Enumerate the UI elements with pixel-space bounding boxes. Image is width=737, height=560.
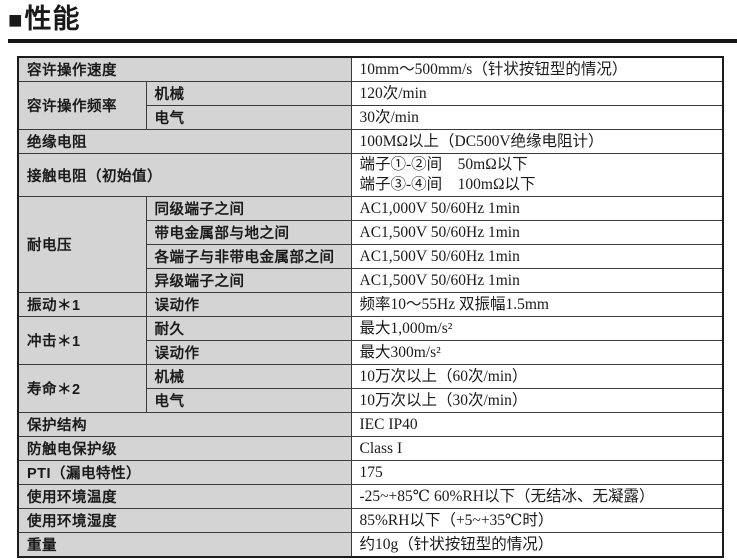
spec-value: 频率10～55Hz 双振幅1.5mm xyxy=(350,292,724,317)
page-title: 性能 xyxy=(24,4,81,34)
spec-sublabel: 误动作 xyxy=(145,340,352,365)
table-row: 接触电阻（初始值） 端子①-②间 50mΩ以下 端子③-④间 100mΩ以下 xyxy=(17,153,724,197)
spec-value: 10mm～500mm/s（针状按钮型的情况） xyxy=(350,56,724,82)
table-row: 重量 约10g（针状按钮型的情况） xyxy=(17,532,724,558)
spec-value: 120次/min xyxy=(350,81,724,106)
table-row: 防触电保护级 Class I xyxy=(17,436,724,461)
table-row: 各端子与非带电金属部之间 AC1,500V 50/60Hz 1min xyxy=(18,244,724,269)
spec-value: AC1,500V 50/60Hz 1min xyxy=(350,244,724,269)
spec-table-body: 容许操作速度 10mm～500mm/s（针状按钮型的情况） 容许操作频率 机械 120次… xyxy=(17,56,724,558)
spec-label: 重量 xyxy=(17,532,352,558)
spec-sublabel: 带电金属部与地之间 xyxy=(145,220,352,245)
table-row: PTI（漏电特性） 175 xyxy=(17,460,724,485)
table-row: 容许操作速度 10mm～500mm/s（针状按钮型的情况） xyxy=(17,56,724,82)
spec-label: 冲击＊1 xyxy=(17,316,147,365)
spec-value: -25~+85℃ 60%RH以下（无结冰、无凝露） xyxy=(350,484,724,509)
spec-value: 最大1,000m/s² xyxy=(350,316,724,341)
table-row: 耐电压 同级端子之间 AC1,000V 50/60Hz 1min xyxy=(17,196,724,293)
spec-sublabel: 机械 xyxy=(145,81,352,106)
spec-label: 寿命＊2 xyxy=(17,364,147,413)
table-row: 使用环境温度 -25~+85℃ 60%RH以下（无结冰、无凝露） xyxy=(17,484,724,509)
table-row: 电气 30次/min xyxy=(18,105,724,130)
spec-value: 175 xyxy=(350,460,724,485)
spec-value: AC1,000V 50/60Hz 1min xyxy=(350,196,724,221)
spec-label: 使用环境温度 xyxy=(17,484,352,509)
table-row: 使用环境湿度 85%RH以下（+5~+35℃时） xyxy=(17,508,724,533)
spec-value: 10万次以上（30次/min） xyxy=(350,388,724,413)
spec-value: IEC IP40 xyxy=(350,412,724,437)
spec-sublabel: 误动作 xyxy=(145,292,352,317)
section-header: ■性能 xyxy=(8,4,737,36)
spec-value: 30次/min xyxy=(350,105,724,130)
spec-label: 耐电压 xyxy=(17,196,147,293)
spec-value: 最大300m/s² xyxy=(350,340,724,365)
spec-value: 100MΩ以上（DC500V绝缘电阻计） xyxy=(350,129,724,154)
performance-spec-table: 容许操作速度 10mm～500mm/s（针状按钮型的情况） 容许操作频率 机械 120次… xyxy=(17,56,724,558)
table-row: 振动＊1 误动作 频率10～55Hz 双振幅1.5mm xyxy=(17,292,724,317)
spec-sublabel: 机械 xyxy=(145,364,352,389)
spec-label: 防触电保护级 xyxy=(17,436,352,461)
spec-value: 约10g（针状按钮型的情况） xyxy=(350,532,724,558)
spec-sublabel: 电气 xyxy=(145,388,352,413)
table-row: 保护结构 IEC IP40 xyxy=(17,412,724,437)
spec-label: PTI（漏电特性） xyxy=(17,460,352,485)
spec-value: 85%RH以下（+5~+35℃时） xyxy=(350,508,724,533)
table-row: 电气 10万次以上（30次/min） xyxy=(18,388,724,413)
spec-label: 接触电阻（初始值） xyxy=(17,153,352,197)
spec-value: AC1,500V 50/60Hz 1min xyxy=(350,268,724,293)
spec-label: 容许操作频率 xyxy=(17,81,147,130)
spec-sublabel: 同级端子之间 xyxy=(145,196,352,221)
spec-value: 10万次以上（60次/min） xyxy=(350,364,724,389)
spec-label: 绝缘电阻 xyxy=(17,129,352,154)
spec-label: 容许操作速度 xyxy=(17,56,352,82)
spec-value: AC1,500V 50/60Hz 1min xyxy=(350,220,724,245)
spec-sublabel: 异级端子之间 xyxy=(145,268,352,293)
title-underline xyxy=(8,39,737,43)
spec-sublabel: 各端子与非带电金属部之间 xyxy=(145,244,352,269)
spec-label: 使用环境湿度 xyxy=(17,508,352,533)
spec-sublabel: 电气 xyxy=(145,105,352,130)
spec-sublabel: 耐久 xyxy=(145,316,352,341)
table-row: 冲击＊1 耐久 最大1,000m/s² xyxy=(17,316,724,365)
spec-value: 端子①-②间 50mΩ以下 端子③-④间 100mΩ以下 xyxy=(350,153,724,197)
table-row: 异级端子之间 AC1,500V 50/60Hz 1min xyxy=(18,268,724,293)
table-row: 容许操作频率 机械 120次/min xyxy=(17,81,724,130)
spec-value: Class I xyxy=(350,436,724,461)
table-row: 寿命＊2 机械 10万次以上（60次/min） xyxy=(17,364,724,413)
page-title-row: ■性能 xyxy=(8,4,737,36)
spec-label: 振动＊1 xyxy=(17,292,147,317)
section-marker-icon: ■ xyxy=(8,7,24,34)
table-row: 带电金属部与地之间 AC1,500V 50/60Hz 1min xyxy=(18,220,724,245)
table-row: 绝缘电阻 100MΩ以上（DC500V绝缘电阻计） xyxy=(17,129,724,154)
spec-label: 保护结构 xyxy=(17,412,352,437)
